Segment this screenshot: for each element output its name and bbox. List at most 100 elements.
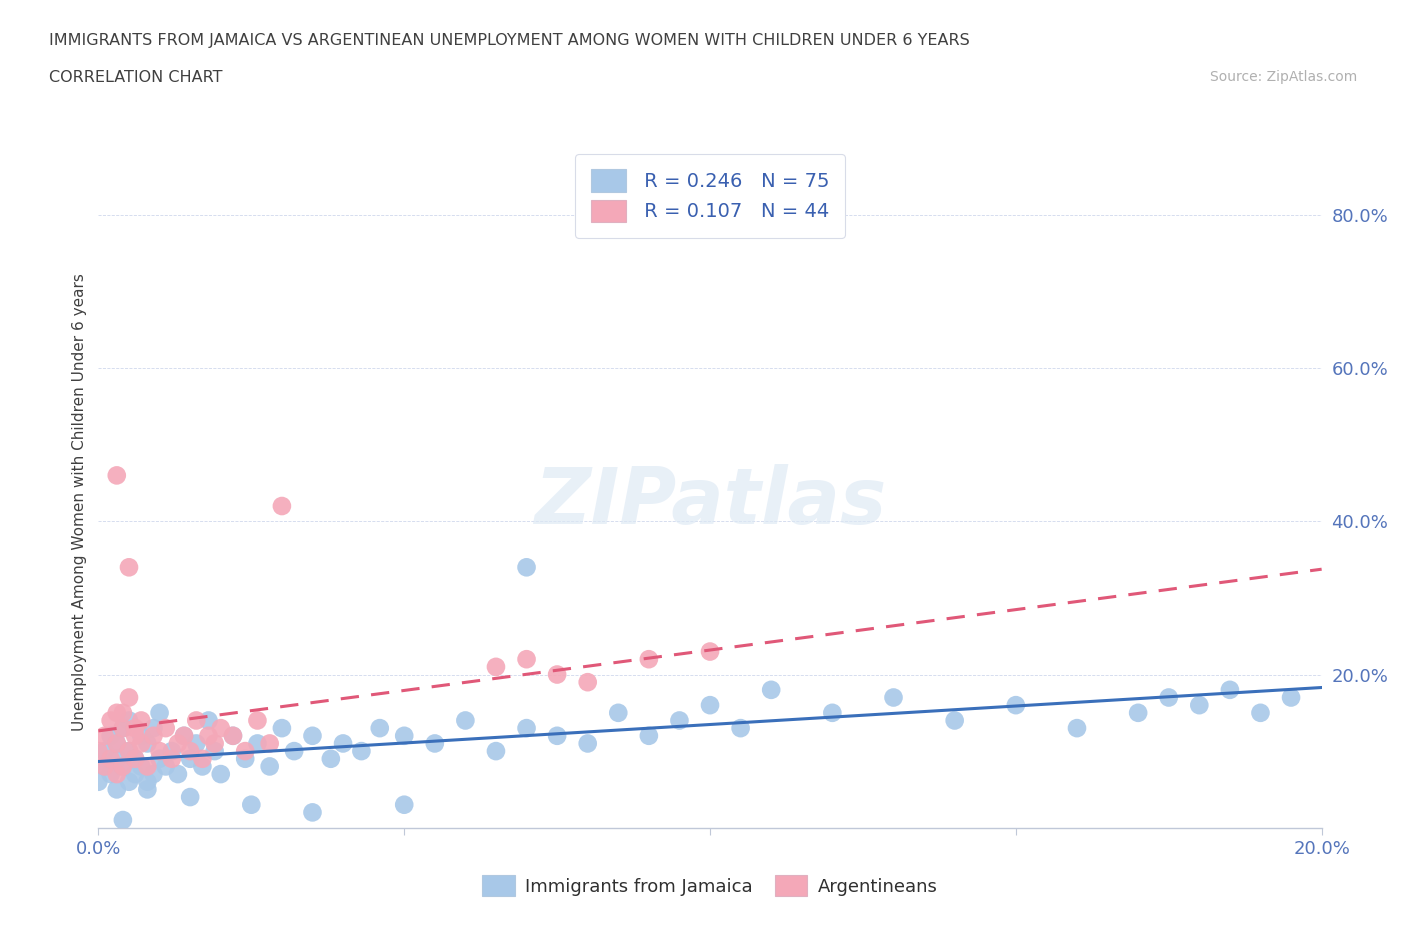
Point bbox=[87, 744, 110, 759]
Point bbox=[392, 797, 416, 812]
Point bbox=[105, 751, 128, 766]
Point bbox=[270, 721, 292, 736]
Point bbox=[105, 736, 128, 751]
Point bbox=[454, 713, 477, 728]
Point bbox=[136, 759, 159, 774]
Point bbox=[191, 751, 214, 766]
Point bbox=[118, 775, 141, 790]
Point bbox=[368, 721, 391, 736]
Point bbox=[546, 667, 568, 682]
Point bbox=[233, 744, 256, 759]
Point bbox=[209, 766, 232, 781]
Point bbox=[1066, 721, 1088, 736]
Point bbox=[111, 759, 134, 774]
Point bbox=[204, 736, 226, 751]
Point bbox=[142, 721, 165, 736]
Point bbox=[240, 797, 263, 812]
Point bbox=[129, 759, 152, 774]
Point bbox=[167, 736, 190, 751]
Point bbox=[259, 736, 281, 751]
Point bbox=[136, 775, 159, 790]
Point bbox=[209, 721, 232, 736]
Point bbox=[111, 705, 134, 720]
Point bbox=[1004, 698, 1026, 712]
Point bbox=[1249, 705, 1271, 720]
Point bbox=[129, 728, 152, 743]
Point bbox=[118, 744, 141, 759]
Point bbox=[173, 728, 195, 743]
Point bbox=[516, 560, 538, 575]
Point bbox=[485, 659, 508, 674]
Point bbox=[149, 751, 172, 766]
Point bbox=[105, 766, 128, 781]
Point bbox=[105, 705, 128, 720]
Legend: Immigrants from Jamaica, Argentineans: Immigrants from Jamaica, Argentineans bbox=[475, 868, 945, 903]
Point bbox=[100, 751, 122, 766]
Point bbox=[392, 728, 416, 743]
Point bbox=[1279, 690, 1302, 705]
Point bbox=[637, 652, 661, 667]
Point bbox=[883, 690, 905, 705]
Point bbox=[179, 790, 201, 804]
Point bbox=[105, 468, 128, 483]
Point bbox=[149, 744, 172, 759]
Point bbox=[730, 721, 752, 736]
Point bbox=[1188, 698, 1211, 712]
Point bbox=[637, 728, 661, 743]
Point bbox=[576, 675, 599, 690]
Point bbox=[129, 736, 152, 751]
Point bbox=[118, 713, 141, 728]
Point bbox=[186, 713, 208, 728]
Point bbox=[173, 728, 195, 743]
Point bbox=[105, 736, 128, 751]
Point bbox=[222, 728, 245, 743]
Point bbox=[332, 736, 354, 751]
Point bbox=[821, 705, 844, 720]
Point bbox=[191, 759, 214, 774]
Point bbox=[179, 751, 201, 766]
Point bbox=[222, 728, 245, 743]
Point bbox=[142, 728, 165, 743]
Point bbox=[1157, 690, 1180, 705]
Point bbox=[270, 498, 292, 513]
Point bbox=[259, 759, 281, 774]
Point bbox=[197, 713, 219, 728]
Point bbox=[699, 644, 721, 659]
Point bbox=[111, 759, 134, 774]
Point bbox=[87, 775, 110, 790]
Point bbox=[93, 728, 115, 743]
Point bbox=[100, 728, 122, 743]
Text: Source: ZipAtlas.com: Source: ZipAtlas.com bbox=[1209, 70, 1357, 84]
Point bbox=[350, 744, 373, 759]
Y-axis label: Unemployment Among Women with Children Under 6 years: Unemployment Among Women with Children U… bbox=[72, 273, 87, 731]
Point bbox=[142, 766, 165, 781]
Point bbox=[1128, 705, 1150, 720]
Point bbox=[246, 713, 269, 728]
Point bbox=[155, 721, 177, 736]
Point bbox=[124, 766, 146, 781]
Point bbox=[301, 728, 323, 743]
Point bbox=[118, 560, 141, 575]
Point bbox=[204, 744, 226, 759]
Point bbox=[283, 744, 305, 759]
Point bbox=[485, 744, 508, 759]
Point bbox=[93, 759, 115, 774]
Point bbox=[160, 744, 183, 759]
Point bbox=[668, 713, 690, 728]
Point bbox=[516, 721, 538, 736]
Point bbox=[319, 751, 342, 766]
Point bbox=[607, 705, 630, 720]
Point bbox=[124, 751, 146, 766]
Point bbox=[118, 690, 141, 705]
Point bbox=[105, 782, 128, 797]
Point bbox=[179, 744, 201, 759]
Point bbox=[423, 736, 446, 751]
Point bbox=[124, 721, 146, 736]
Point bbox=[129, 713, 152, 728]
Point bbox=[100, 713, 122, 728]
Point bbox=[136, 736, 159, 751]
Point bbox=[111, 721, 134, 736]
Point bbox=[160, 751, 183, 766]
Point bbox=[546, 728, 568, 743]
Point bbox=[124, 751, 146, 766]
